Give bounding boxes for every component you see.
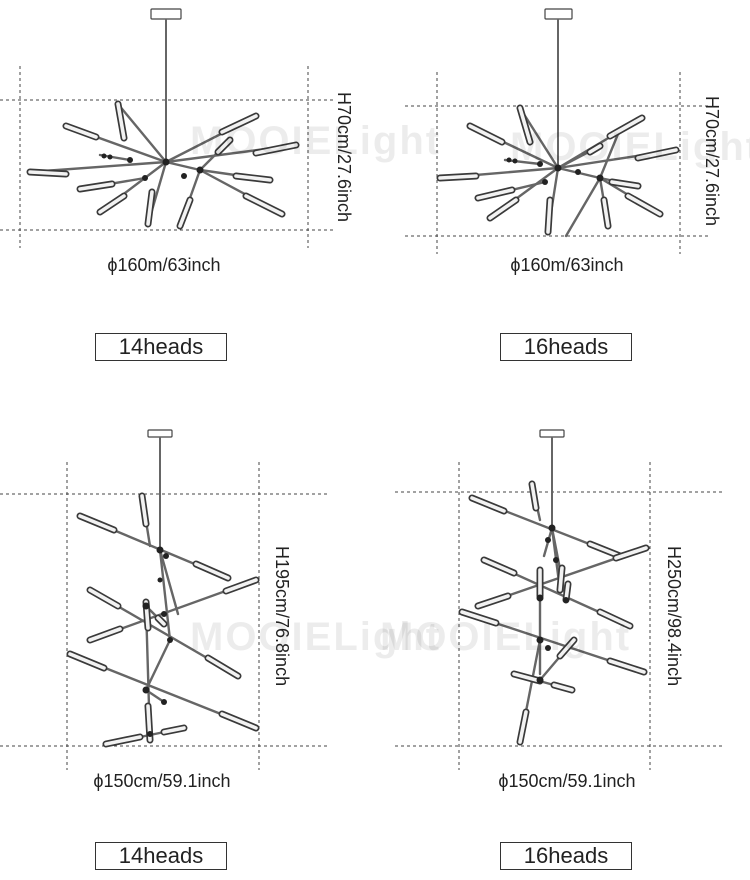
panel-4-dimension-lines <box>395 462 724 770</box>
panel-2-canopy <box>544 8 573 168</box>
watermark-4: MOOIELight <box>380 615 631 659</box>
panel-3-width-label: ϕ150cm/59.1inch <box>93 771 230 791</box>
panel-3-chandelier <box>66 492 260 748</box>
panel-3-canopy <box>147 429 173 550</box>
panel-3-drawing <box>0 429 330 770</box>
panel-2-drawing <box>405 8 708 254</box>
panel-3-height-label: H195cm/76.8inch <box>272 546 292 686</box>
panel-3-heads-label: 14heads <box>95 842 227 870</box>
panel-2-chandelier <box>436 104 680 238</box>
panel-4-canopy <box>539 429 565 528</box>
panel-2-width-label: ϕ160m/63inch <box>510 255 623 275</box>
panel-4-chandelier <box>458 480 650 746</box>
panel-1-drawing <box>0 8 335 248</box>
panel-3-dimension-lines <box>0 462 330 770</box>
panel-4-heads-label: 16heads <box>500 842 632 870</box>
panel-4-width-label: ϕ150cm/59.1inch <box>498 771 635 791</box>
panel-2-height-label: H70cm/27.6inch <box>702 96 722 226</box>
panel-1-dimension-lines <box>0 66 335 248</box>
panel-1-chandelier <box>26 100 300 230</box>
panel-4-height-label: H250cm/98.4inch <box>664 546 684 686</box>
panel-1-width-label: ϕ160m/63inch <box>107 255 220 275</box>
panel-4-drawing <box>395 429 724 770</box>
panel-2-dimension-lines <box>405 72 708 254</box>
panel-1-heads-label: 14heads <box>95 333 227 361</box>
watermark-2: MOOIELight <box>510 125 750 169</box>
watermark-1: MOOIELight <box>190 119 441 163</box>
watermark-3: MOOIELight <box>190 615 441 659</box>
panel-2-heads-label: 16heads <box>500 333 632 361</box>
panel-1-canopy <box>150 8 182 162</box>
panel-1-height-label: H70cm/27.6inch <box>334 92 354 222</box>
